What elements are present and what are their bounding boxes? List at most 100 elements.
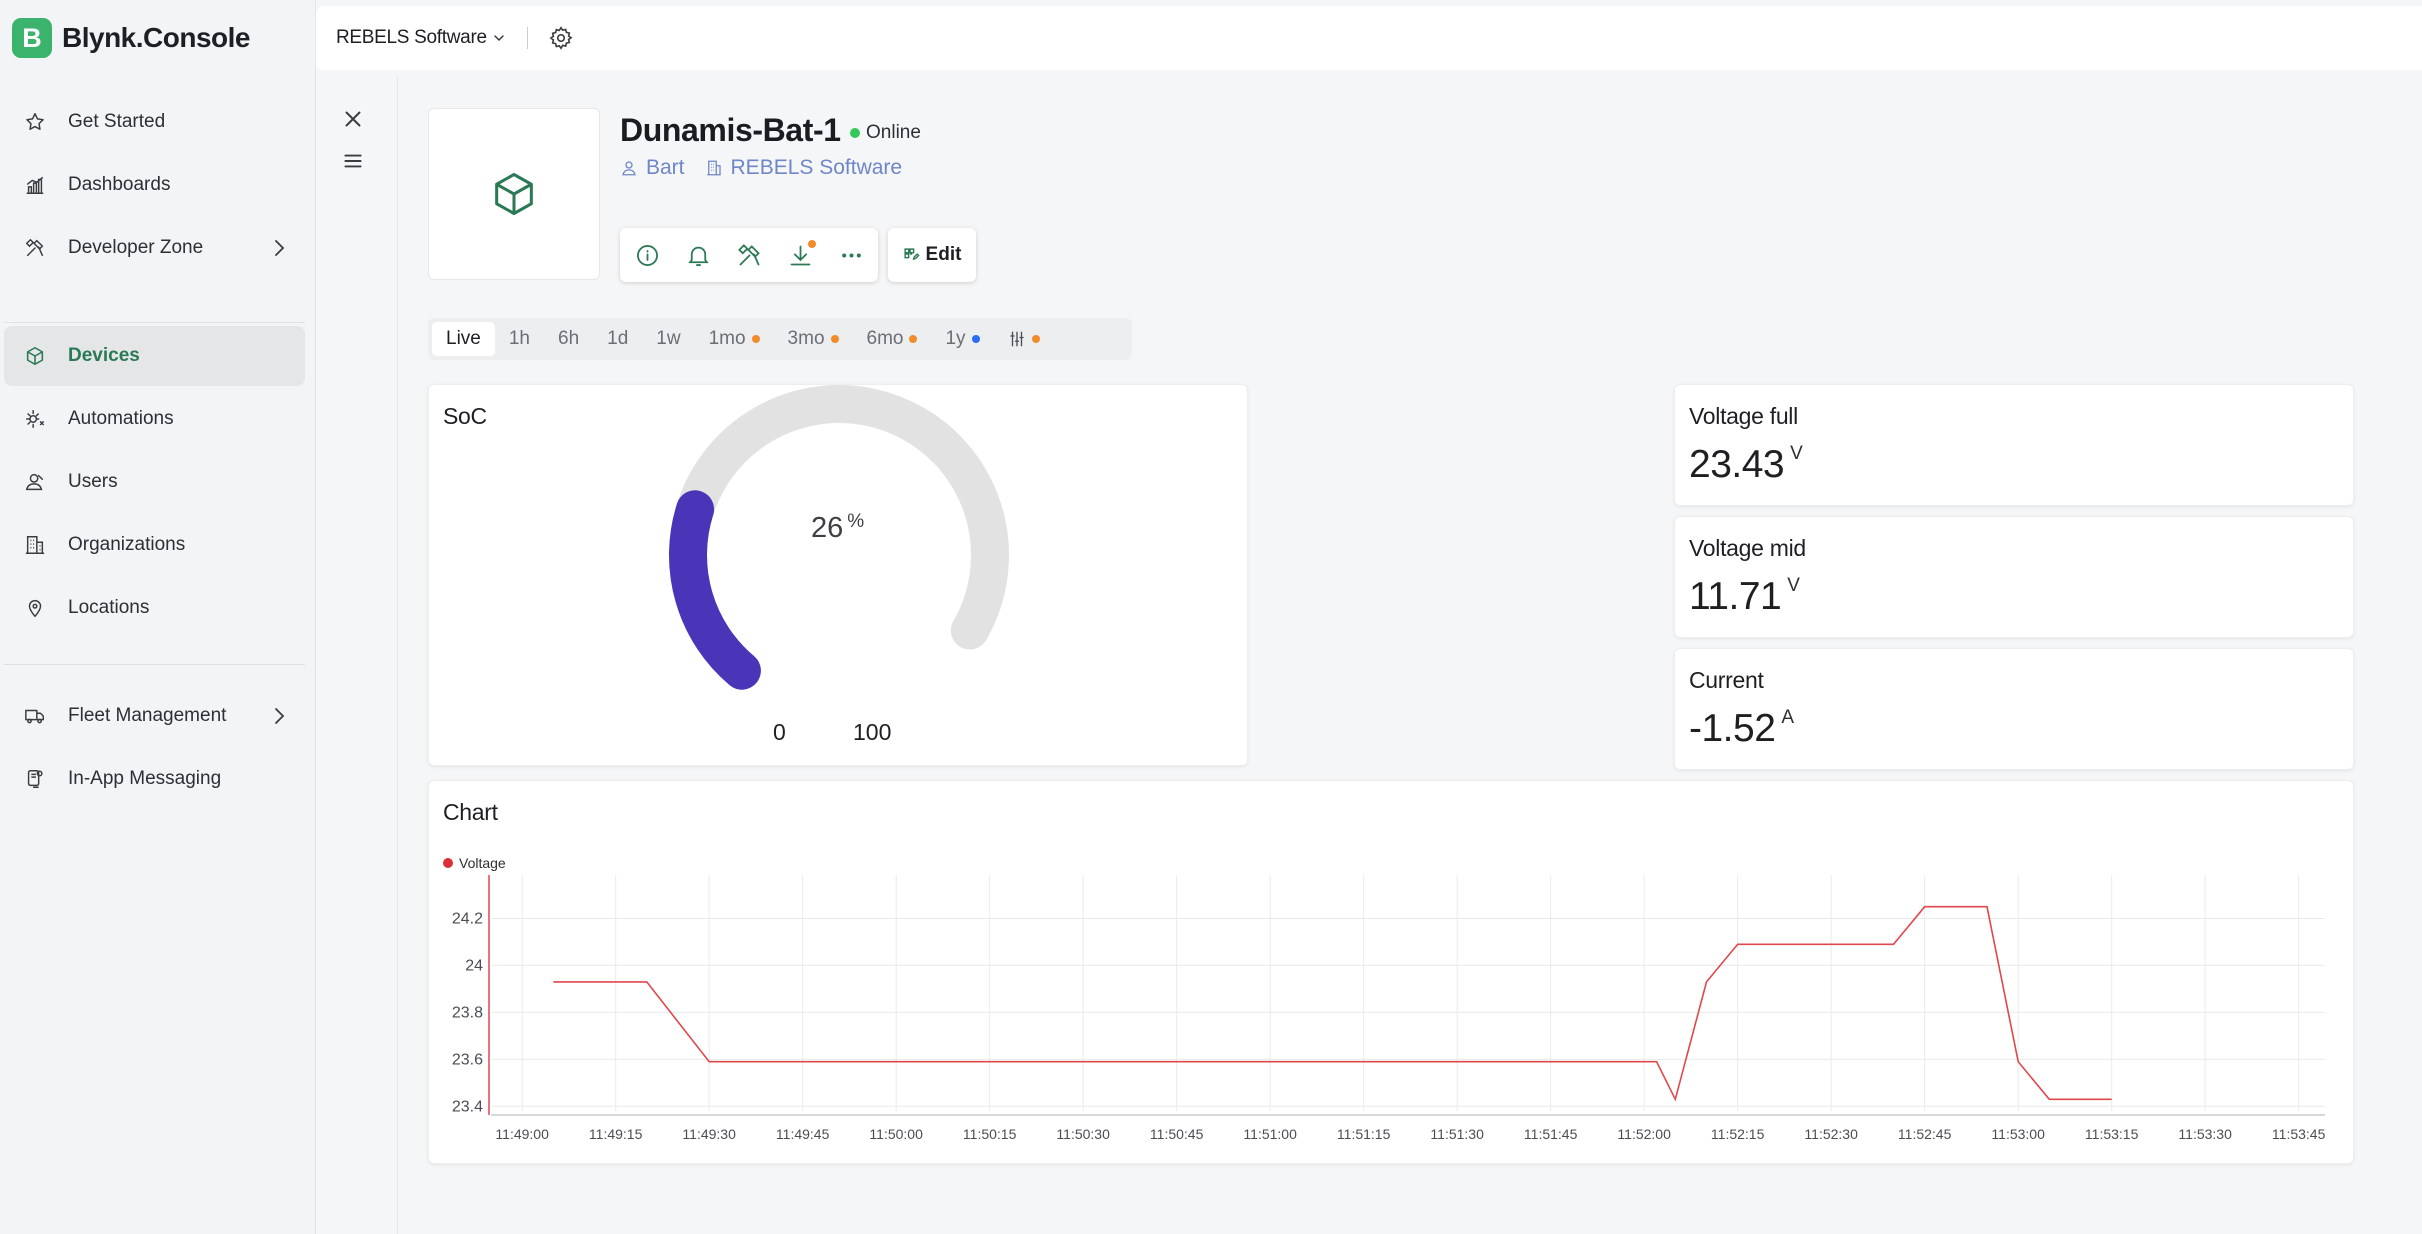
x-tick-label: 11:49:00 xyxy=(495,1126,549,1142)
soc-gauge-widget: SoC 26% 0 100 xyxy=(428,384,1248,766)
pin-icon xyxy=(22,595,48,621)
x-tick-label: 11:51:15 xyxy=(1337,1126,1391,1142)
panel-strip xyxy=(316,76,398,1234)
series-line-voltage xyxy=(553,905,2112,1102)
time-range-6h[interactable]: 6h xyxy=(544,322,593,356)
x-tick-label: 11:52:15 xyxy=(1711,1126,1765,1142)
download-button[interactable] xyxy=(787,239,816,269)
more-options-button[interactable] xyxy=(838,242,865,269)
gauge-value-number: 26 xyxy=(811,512,844,544)
gauge-max-label: 100 xyxy=(853,719,892,745)
time-range-1h[interactable]: 1h xyxy=(495,322,544,356)
chevron-right-icon xyxy=(275,708,285,724)
sidebar-item-label: Devices xyxy=(68,345,140,366)
device-owner-link[interactable]: Bart xyxy=(620,156,685,180)
plan-dot xyxy=(971,335,980,343)
cube-icon xyxy=(495,172,533,216)
time-range-live[interactable]: Live xyxy=(432,322,495,356)
topbar-divider xyxy=(526,27,528,49)
x-tick-label: 11:52:30 xyxy=(1804,1126,1858,1142)
gear-icon[interactable] xyxy=(548,25,574,51)
sidebar-item-label: Users xyxy=(68,471,118,492)
time-range-selector: Live 1h 6h 1d 1w 1mo 3mo 6mo 1y xyxy=(428,318,1132,360)
status-dot xyxy=(850,128,860,138)
device-meta: Bart REBELS Software xyxy=(620,156,922,180)
time-range-label: 3mo xyxy=(787,328,825,349)
info-icon xyxy=(637,244,658,266)
time-range-custom[interactable] xyxy=(994,322,1054,356)
sidebar-divider xyxy=(4,664,305,665)
value-widget-voltage-full: Voltage full 23.43 V xyxy=(1674,384,2354,506)
sidebar-item-get-started[interactable]: Get Started xyxy=(4,92,305,152)
sidebar-item-users[interactable]: Users xyxy=(4,452,305,512)
device-org-link[interactable]: REBELS Software xyxy=(705,156,903,180)
automation-icon xyxy=(22,406,48,432)
device-organization: REBELS Software xyxy=(730,156,903,179)
y-tick-label: 24.2 xyxy=(452,910,483,927)
sidebar-item-automations[interactable]: Automations xyxy=(4,389,305,449)
status-label: Online xyxy=(866,122,921,143)
premium-dot xyxy=(751,335,760,343)
sidebar-item-organizations[interactable]: Organizations xyxy=(4,515,305,575)
voltage-line-chart: 23.4 23.6 23.8 24 24.2 11:49:00 11:49:15 11:49:… xyxy=(452,875,2326,1142)
widget-value-number: -1.52 xyxy=(1689,707,1776,750)
soc-gauge xyxy=(669,385,1009,690)
gauge-min-label: 0 xyxy=(773,719,786,745)
time-range-1y[interactable]: 1y xyxy=(931,322,993,356)
cube-icon xyxy=(22,343,48,369)
time-range-1mo[interactable]: 1mo xyxy=(695,322,774,356)
edit-grid-icon xyxy=(903,247,920,260)
x-tick-label: 11:52:45 xyxy=(1898,1126,1952,1142)
sidebar-nav-main: Devices Automations Users Organizations … xyxy=(0,326,315,641)
y-tick-label: 24 xyxy=(465,957,483,974)
org-selector[interactable]: REBELS Software xyxy=(336,27,507,49)
sidebar-item-developer-zone[interactable]: Developer Zone xyxy=(4,218,305,278)
brand[interactable]: B Blynk.Console xyxy=(0,0,315,76)
gauge-value: 26% xyxy=(811,511,864,545)
sidebar-item-fleet-management[interactable]: Fleet Management xyxy=(4,686,305,746)
widget-value-number: 23.43 xyxy=(1689,443,1785,486)
sidebar-item-in-app-messaging[interactable]: In-App Messaging xyxy=(4,749,305,809)
sidebar-item-label: Developer Zone xyxy=(68,237,204,258)
premium-dot xyxy=(909,335,918,343)
notifications-button[interactable] xyxy=(685,242,712,269)
time-range-1d[interactable]: 1d xyxy=(593,322,642,356)
widget-value-number: 11.71 xyxy=(1689,575,1782,618)
time-range-label: 6h xyxy=(558,328,580,349)
widget-title: Voltage mid xyxy=(1689,535,1806,561)
update-indicator-dot xyxy=(808,239,816,248)
time-range-6mo[interactable]: 6mo xyxy=(853,322,932,356)
time-range-label: 1mo xyxy=(708,328,746,349)
value-widget-voltage-mid: Voltage mid 11.71 V xyxy=(1674,516,2354,638)
status-badge: Online xyxy=(850,122,921,144)
truck-icon xyxy=(22,703,48,729)
info-button[interactable] xyxy=(634,242,661,269)
sidebar-item-devices[interactable]: Devices xyxy=(4,326,305,386)
edit-dashboard-button[interactable]: Edit xyxy=(888,228,976,282)
main-content: Dunamis-Bat-1 Online Bart REBELS Softwar… xyxy=(316,76,2422,1234)
developer-tools-button[interactable] xyxy=(736,242,763,269)
legend-swatch xyxy=(443,858,453,868)
time-range-label: 1y xyxy=(945,328,966,349)
org-selector-label: REBELS Software xyxy=(336,27,487,48)
menu-icon[interactable] xyxy=(340,148,366,174)
sidebar-item-label: Locations xyxy=(68,597,150,618)
x-tick-label: 11:49:30 xyxy=(682,1126,736,1142)
time-range-1w[interactable]: 1w xyxy=(642,322,694,356)
top-bar: REBELS Software xyxy=(316,6,2422,70)
gauge-fill xyxy=(669,490,761,690)
x-tick-label: 11:50:30 xyxy=(1056,1126,1110,1142)
x-tick-label: 11:49:45 xyxy=(776,1126,830,1142)
tools-icon xyxy=(738,243,760,265)
device-actions-toolbar xyxy=(620,228,878,282)
sidebar-nav-bottom: Fleet Management In-App Messaging xyxy=(0,686,315,812)
sidebar-item-locations[interactable]: Locations xyxy=(4,578,305,638)
sidebar-item-label: Organizations xyxy=(68,534,186,555)
sidebar-item-dashboards[interactable]: Dashboards xyxy=(4,155,305,215)
y-tick-label: 23.4 xyxy=(452,1098,483,1115)
close-icon[interactable] xyxy=(340,106,366,132)
x-tick-label: 11:53:30 xyxy=(2178,1126,2232,1142)
sidebar-item-label: Get Started xyxy=(68,111,166,132)
time-range-3mo[interactable]: 3mo xyxy=(774,322,853,356)
tools-icon xyxy=(22,235,48,261)
